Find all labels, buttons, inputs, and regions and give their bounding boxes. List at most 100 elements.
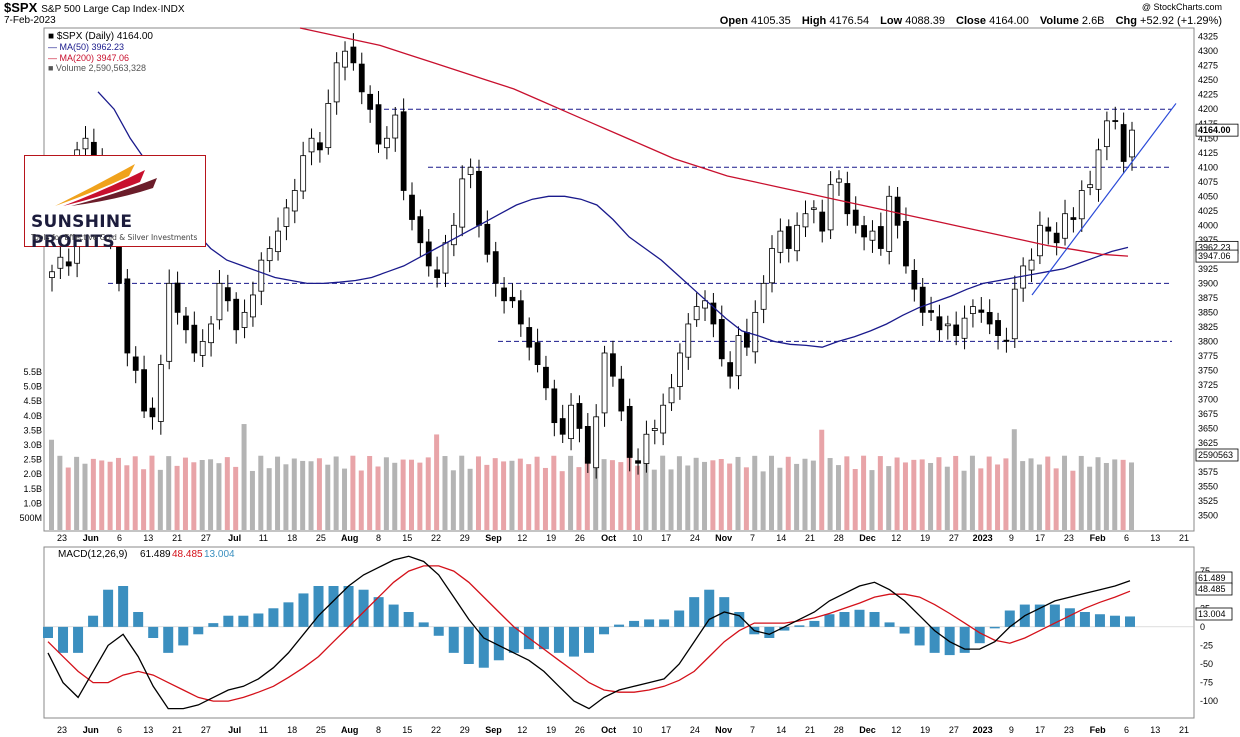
candle-body [65,261,72,267]
volume-bar [936,457,942,530]
candle-body [492,251,499,284]
x-tick-label: Jun [83,725,99,735]
volume-bar [551,455,557,530]
candle-body [1070,217,1077,220]
volume-bar [249,470,255,530]
x-tick-label: 14 [776,533,786,543]
macd-histogram-bar [58,626,69,653]
candle-body [1045,226,1052,232]
volume-tick-label: 4.5B [23,396,42,406]
candle-body [1087,184,1094,188]
candle-body [199,340,206,356]
volume-bar [1020,461,1026,530]
volume-bar [325,464,331,530]
open-label: Open [719,15,748,27]
macd-tag-box [1195,582,1233,596]
volume-bar [442,456,448,530]
x-tick-label: 19 [546,725,556,735]
last-price-tag: 3962.23 [1198,242,1231,252]
macd-histogram-bar [839,612,850,627]
x-tick-label: 10 [632,533,642,543]
volume-bar [208,459,214,530]
price-tick-label: 4300 [1198,46,1218,56]
candle-body [325,103,332,149]
price-tick-label: 3825 [1198,322,1218,332]
volume-bar [827,458,833,530]
candle-body [442,242,449,274]
volume-bar [702,461,708,530]
candle-body [342,50,348,68]
x-tick-label: 11 [259,533,268,543]
candle-body [1011,288,1018,340]
candle-body [141,369,147,412]
volume-bar [542,467,548,530]
macd-histogram-bar [403,612,414,627]
candle-body [450,224,457,246]
volume-tick-label: 2.5B [23,455,42,465]
x-tick-label: 21 [1179,533,1189,543]
candle-body [484,223,491,255]
ma200-line [299,27,1129,257]
candle-body [844,183,851,215]
volume-bar [467,468,473,530]
macd-histogram-bar [343,586,354,627]
x-tick-label: 13 [143,533,153,543]
candle-body [534,342,541,366]
price-tick-label: 3625 [1198,438,1218,448]
candle-body [961,317,968,339]
candle-body [869,230,876,241]
volume-bar [484,464,490,530]
macd-legend-signal: 48.485 [172,549,203,560]
macd-histogram-bar [599,626,610,635]
volume-bar [115,457,121,530]
candle-body [995,320,1001,336]
volume-bar [727,463,733,530]
macd-histogram-bar [148,626,159,638]
macd-histogram-bar [253,613,264,627]
candle-body [82,137,89,150]
x-tick-label: 10 [632,725,642,735]
volume-bar [576,467,582,530]
candle-body [1078,190,1085,220]
candle-body [551,388,558,424]
volume-bar [928,462,934,530]
candle-body [333,62,340,103]
volume-bar [1053,468,1059,530]
price-tick-label: 4275 [1198,61,1218,71]
candle-body [785,226,792,249]
x-tick-label: 7 [750,533,755,543]
macd-histogram-bar [388,604,399,627]
volume-bar [258,455,264,530]
volume-tick-label: 1.0B [23,498,42,508]
candle-body [1028,259,1035,271]
volume-bar [367,455,373,530]
x-tick-label: 12 [517,725,527,735]
volume-bar [124,465,130,530]
macd-histogram-bar [629,620,640,627]
candle-body [626,405,633,458]
x-tick-label: 21 [1179,725,1189,735]
candle-body [149,407,156,418]
volume-bar [668,469,674,530]
macd-histogram-bar [568,626,579,657]
candle-body [191,324,198,354]
volume-bar [735,456,741,530]
price-tick-label: 3675 [1198,409,1218,419]
candle-body [944,323,951,327]
price-tick-label: 4150 [1198,133,1218,143]
volume-bar [810,460,816,530]
candle-body [132,356,139,371]
volume-bar [593,463,599,530]
logo-name: SUNSHINE PROFITS [31,212,133,252]
legend-volume: ■ Volume 2,590,563,328 [48,63,146,73]
candle-body [894,196,901,226]
macd-histogram-bar [584,626,594,653]
macd-tick-label: -100 [1200,696,1218,706]
price-tick-label: 3700 [1198,394,1218,404]
volume-bar [752,455,758,530]
x-tick-label: 13 [143,725,153,735]
candle-body [727,362,734,377]
candle-body [861,225,867,238]
candle-body [743,332,750,348]
price-tick-label: 3500 [1198,510,1218,520]
